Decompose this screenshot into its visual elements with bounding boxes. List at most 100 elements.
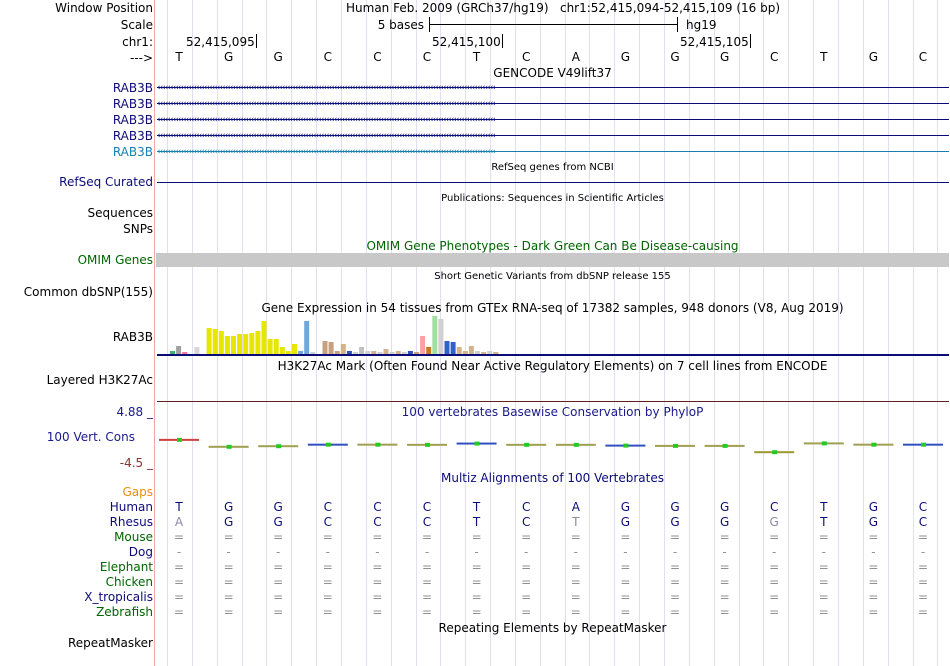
omim-gene-bar[interactable] xyxy=(156,253,949,267)
gtex-bar[interactable] xyxy=(414,352,419,354)
gtex-bar[interactable] xyxy=(359,347,365,354)
gtex-expression-chart[interactable] xyxy=(157,314,949,356)
gtex-bar[interactable] xyxy=(432,316,438,354)
gtex-bar[interactable] xyxy=(371,351,377,354)
base-letter: G xyxy=(719,50,730,64)
species-label[interactable]: Rhesus xyxy=(109,515,153,529)
dbsnp-label[interactable]: Common dbSNP(155) xyxy=(23,285,153,299)
gtex-bar[interactable] xyxy=(450,342,456,354)
gtex-bar[interactable] xyxy=(182,352,188,354)
gtex-bar[interactable] xyxy=(346,351,352,354)
gtex-bar[interactable] xyxy=(438,319,444,354)
cons-chart[interactable] xyxy=(157,420,949,464)
gtex-bar[interactable] xyxy=(176,346,182,354)
gtex-bar[interactable] xyxy=(243,334,249,354)
gtex-bar[interactable] xyxy=(322,341,328,354)
gtex-bar[interactable] xyxy=(334,351,340,354)
gtex-bar[interactable] xyxy=(212,329,218,354)
gtex-bar[interactable] xyxy=(261,321,267,354)
gtex-bar[interactable] xyxy=(237,334,243,354)
species-label[interactable]: Human xyxy=(109,500,153,514)
gtex-bar[interactable] xyxy=(340,344,346,354)
gencode-transcript-line[interactable] xyxy=(157,151,949,152)
base-letter: G xyxy=(273,50,283,64)
label-divider xyxy=(154,0,155,666)
base-letter: T xyxy=(472,50,481,64)
gtex-bar[interactable] xyxy=(224,336,230,354)
refseq-line[interactable] xyxy=(157,182,949,183)
gtex-bar[interactable] xyxy=(255,331,261,354)
h3k27ac-label[interactable]: Layered H3K27Ac xyxy=(46,373,153,387)
gencode-gene-label[interactable]: RAB3B xyxy=(112,81,153,95)
gtex-bar[interactable] xyxy=(456,347,462,354)
alignment-base: = xyxy=(372,590,383,604)
gencode-transcript-line[interactable] xyxy=(157,119,949,120)
gencode-gene-label[interactable]: RAB3B xyxy=(112,113,153,127)
gtex-bar[interactable] xyxy=(377,352,383,354)
gtex-bar[interactable] xyxy=(298,351,304,354)
species-label[interactable]: Chicken xyxy=(105,575,153,589)
gencode-transcript-line[interactable] xyxy=(157,103,949,104)
gtex-bar[interactable] xyxy=(206,328,212,354)
gtex-bar[interactable] xyxy=(365,351,371,354)
gtex-bar[interactable] xyxy=(383,349,389,354)
gencode-gene-label[interactable]: RAB3B xyxy=(112,129,153,143)
gtex-bar[interactable] xyxy=(475,351,480,354)
gtex-bar[interactable] xyxy=(170,351,175,354)
gtex-label[interactable]: RAB3B xyxy=(112,330,153,344)
gtex-bar[interactable] xyxy=(401,352,407,354)
cons-marker xyxy=(722,443,728,448)
cons-label[interactable]: 100 Vert. Cons xyxy=(46,430,135,444)
alignment-base: = xyxy=(669,575,681,589)
base-letter: G xyxy=(620,50,631,64)
gtex-bar[interactable] xyxy=(462,351,468,354)
refseq-label[interactable]: RefSeq Curated xyxy=(59,175,153,189)
gtex-bar[interactable] xyxy=(395,351,401,354)
gtex-bar[interactable] xyxy=(218,331,224,354)
gtex-bar[interactable] xyxy=(487,351,493,354)
gtex-bar[interactable] xyxy=(353,352,358,354)
gtex-bar[interactable] xyxy=(468,346,474,354)
gtex-bar[interactable] xyxy=(194,347,200,354)
species-label[interactable]: Zebrafish xyxy=(96,605,153,619)
alignment-base: T xyxy=(572,515,580,529)
gtex-bar[interactable] xyxy=(389,352,395,354)
rmsk-label[interactable]: RepeatMasker xyxy=(67,636,153,650)
alignment-base: G xyxy=(719,515,730,529)
pubs-snps-label[interactable]: SNPs xyxy=(123,222,153,236)
gencode-transcript-line[interactable] xyxy=(157,87,949,88)
gtex-bar[interactable] xyxy=(285,351,291,354)
gencode-gene-label[interactable]: RAB3B xyxy=(112,97,153,111)
pubs-sequences-label[interactable]: Sequences xyxy=(87,206,153,220)
omim-label[interactable]: OMIM Genes xyxy=(77,253,153,267)
gencode-gene-label[interactable]: RAB3B xyxy=(112,145,153,159)
gtex-bar[interactable] xyxy=(407,351,413,354)
species-label[interactable]: Dog xyxy=(128,545,153,559)
gtex-bar[interactable] xyxy=(267,339,273,354)
gtex-bar[interactable] xyxy=(292,344,297,354)
species-label[interactable]: Elephant xyxy=(99,560,153,574)
gtex-bar[interactable] xyxy=(493,352,499,354)
multiz-gaps-label[interactable]: Gaps xyxy=(122,485,153,499)
gtex-bar[interactable] xyxy=(304,321,310,354)
alignment-base: = xyxy=(322,605,333,619)
gencode-transcript-line[interactable] xyxy=(157,135,949,136)
gtex-bar[interactable] xyxy=(426,347,432,354)
gtex-bar[interactable] xyxy=(310,352,316,354)
pubs-track-title: Publications: Sequences in Scientific Ar… xyxy=(441,193,664,204)
alignment-base: - xyxy=(672,545,678,559)
gtex-bar[interactable] xyxy=(481,352,487,354)
gtex-bar[interactable] xyxy=(279,347,285,354)
gtex-bar[interactable] xyxy=(231,336,236,354)
species-label[interactable]: Mouse xyxy=(114,530,153,544)
gtex-bar[interactable] xyxy=(273,339,279,354)
alignment-base: C xyxy=(373,515,382,529)
gtex-bar[interactable] xyxy=(328,342,334,354)
species-label[interactable]: X_tropicalis xyxy=(84,590,153,604)
gtex-bar[interactable] xyxy=(420,336,426,354)
gtex-bar[interactable] xyxy=(249,333,255,354)
gtex-bar[interactable] xyxy=(444,341,450,354)
alignment-base: = xyxy=(769,605,780,619)
alignment-base: = xyxy=(818,605,829,619)
